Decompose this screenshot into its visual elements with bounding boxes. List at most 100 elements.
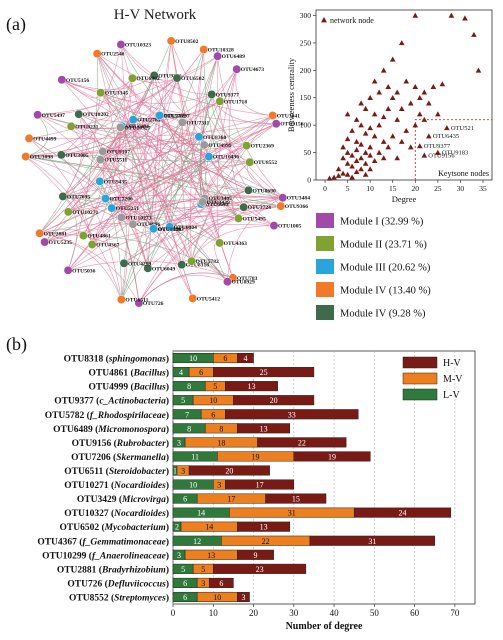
network-node-label: OTU9107 bbox=[107, 149, 131, 155]
category-label: OTU9156 (Rubrobacter) bbox=[72, 438, 169, 449]
network-edge bbox=[191, 161, 250, 262]
scatter-point bbox=[380, 67, 387, 73]
bar-segment bbox=[237, 591, 250, 603]
network-edge bbox=[39, 78, 133, 234]
x-tick-label: 35 bbox=[479, 184, 487, 193]
scatter-point bbox=[385, 83, 392, 90]
network-edge bbox=[61, 44, 122, 156]
scatter-point bbox=[353, 158, 360, 164]
bar-value-label: 23 bbox=[256, 565, 264, 574]
x-tick-label: 70 bbox=[450, 608, 460, 618]
network-node bbox=[223, 277, 232, 287]
network-edge bbox=[44, 197, 205, 243]
scatter-point bbox=[344, 149, 351, 155]
network-node bbox=[128, 115, 138, 125]
network-node bbox=[242, 141, 252, 151]
network-edge bbox=[44, 75, 155, 243]
legend-swatch bbox=[402, 356, 438, 369]
network-edge bbox=[39, 233, 122, 300]
network-edge bbox=[68, 260, 234, 279]
network-edge bbox=[111, 115, 160, 209]
scatter-point bbox=[475, 67, 482, 73]
scatter-frame bbox=[315, 9, 493, 181]
scatter-point bbox=[367, 166, 373, 172]
network-node-label: OTU6902 bbox=[136, 76, 160, 82]
network-edge bbox=[99, 181, 122, 300]
network-edge bbox=[61, 79, 249, 191]
scatter-point bbox=[353, 147, 360, 153]
network-node bbox=[177, 117, 187, 127]
network-node bbox=[276, 201, 286, 211]
network-node-label: OTU6049 bbox=[152, 266, 176, 272]
network-node-label: OTU5782 bbox=[196, 259, 220, 265]
x-tick-label: 30 bbox=[457, 184, 465, 193]
y-tick-label: 200 bbox=[300, 66, 312, 75]
bar-segment bbox=[225, 381, 278, 392]
scatter-point bbox=[398, 138, 405, 144]
network-edge bbox=[191, 225, 275, 262]
network-edge bbox=[121, 204, 281, 218]
keystone-point bbox=[444, 125, 450, 131]
network-edge bbox=[61, 154, 122, 300]
network-edge bbox=[111, 197, 283, 209]
bar-value-label: 3 bbox=[201, 579, 205, 588]
bar-value-label: 10 bbox=[209, 396, 217, 405]
bar-value-label: 3 bbox=[181, 466, 185, 475]
category-label: OTU4999 (Bacillus) bbox=[89, 382, 170, 393]
scatter-point bbox=[398, 40, 405, 46]
legend-swatch bbox=[402, 372, 438, 385]
network-edge bbox=[39, 123, 277, 234]
network-node-label: OTU10202 bbox=[83, 112, 109, 118]
y-tick-label: 150 bbox=[300, 93, 312, 102]
bar-value-label: 6 bbox=[183, 593, 187, 602]
scatter-point bbox=[349, 174, 355, 180]
bar-value-label: 6 bbox=[211, 410, 215, 419]
y-tick-label: 100 bbox=[300, 121, 312, 130]
x-tick-label: 40 bbox=[330, 608, 340, 618]
network-node-label: OTU3405 bbox=[209, 196, 233, 202]
network-node-label: OTU4499 bbox=[33, 136, 57, 142]
bar-value-label: 5 bbox=[181, 396, 185, 405]
scatter-point bbox=[407, 100, 414, 106]
network-node-label: OTU726 bbox=[143, 301, 164, 307]
bar-value-label: 19 bbox=[328, 452, 336, 461]
bar-value-label: 11 bbox=[191, 452, 199, 461]
scatter-point bbox=[426, 100, 432, 106]
network-edge bbox=[61, 79, 277, 124]
scatter-point bbox=[367, 152, 373, 158]
scatter-point bbox=[344, 171, 351, 177]
network-edge bbox=[170, 40, 220, 244]
network-node bbox=[127, 73, 137, 83]
category-label: OTU10299 (f_Anaerolineaceae) bbox=[42, 550, 169, 561]
scatter-point bbox=[340, 155, 346, 161]
network-node bbox=[58, 191, 68, 201]
network-node bbox=[63, 265, 73, 275]
network-edge bbox=[190, 49, 204, 262]
network-node bbox=[165, 222, 175, 232]
network-edge bbox=[120, 44, 178, 81]
bar-segment bbox=[353, 507, 452, 518]
network-edge bbox=[120, 49, 204, 128]
bar-chart: 0 10 20 30 40 50 60 70 Number of degree OTU8318 (… bbox=[37, 350, 476, 632]
network-node bbox=[24, 133, 34, 143]
x-axis-label: Degree bbox=[392, 194, 417, 204]
scatter-point bbox=[362, 171, 369, 177]
bar-segment bbox=[257, 437, 347, 448]
scatter-point bbox=[376, 122, 382, 128]
network-edge bbox=[211, 94, 277, 125]
network-node bbox=[40, 237, 50, 247]
scatter-point bbox=[331, 174, 337, 180]
network-node-label: OTU10328 bbox=[208, 48, 234, 54]
keystone-point-label: OTU6435 bbox=[433, 133, 459, 140]
network-node bbox=[56, 150, 66, 160]
y-tick-label: 300 bbox=[300, 11, 312, 20]
category-label: OTU6502 (Mycobacterium) bbox=[59, 522, 169, 533]
module-label: Module III (20.62 %) bbox=[340, 263, 431, 274]
network-node bbox=[119, 258, 129, 268]
bar-value-label: 9 bbox=[254, 551, 258, 560]
network-node-label: OTU5412 bbox=[197, 296, 221, 302]
network-node-label: OTU10271 bbox=[72, 210, 98, 216]
scatter-point bbox=[394, 155, 401, 161]
network-node bbox=[213, 51, 223, 61]
module-legend: Module I (32.99 %) Module II (23.71 %) Mod… bbox=[316, 213, 431, 320]
